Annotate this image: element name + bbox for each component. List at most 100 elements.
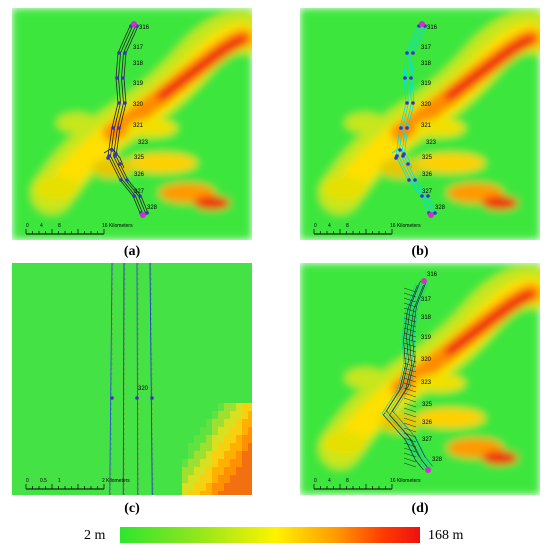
panel-label: (c) xyxy=(124,501,140,516)
station-label: 318 xyxy=(133,61,144,67)
scale-bar: 0 4 8 16 Kilometers xyxy=(313,478,421,490)
station-label: 327 xyxy=(422,437,433,443)
station-label: 316 xyxy=(427,25,438,31)
start-point-marker xyxy=(131,21,137,27)
node-marker xyxy=(123,51,127,55)
node-marker xyxy=(115,76,119,80)
route-lines xyxy=(391,21,437,218)
node-marker xyxy=(407,178,411,182)
station-label: 326 xyxy=(422,172,433,178)
scale-tick-label: 0 xyxy=(314,478,317,484)
station-label: 328 xyxy=(432,457,443,463)
node-marker xyxy=(132,194,136,198)
end-point-marker xyxy=(428,212,434,218)
station-label: 323 xyxy=(421,380,432,386)
end-point-marker xyxy=(140,212,146,218)
panel-label: (d) xyxy=(411,501,429,516)
map-panel-a: 316 317 318 319 320 321 323 325 326 327 328 0 4 8 16 K… xyxy=(12,8,252,240)
station-label: 319 xyxy=(421,81,432,87)
station-label: 321 xyxy=(421,123,432,129)
station-label: 321 xyxy=(133,123,144,129)
end-point-marker xyxy=(425,467,431,473)
legend-color-bar xyxy=(120,527,420,543)
node-marker xyxy=(433,211,437,215)
route-lines xyxy=(103,21,149,218)
scale-bar: 0 0.5 1 2 Kilometers xyxy=(25,478,130,490)
scale-tick-label: 4 xyxy=(328,223,331,229)
scale-tick-label: 1 xyxy=(58,478,61,484)
node-marker xyxy=(411,51,415,55)
station-label: 328 xyxy=(435,205,446,211)
node-marker xyxy=(145,211,149,215)
station-labels: 316 317 318 319 320 321 323 325 326 327 328 xyxy=(421,25,446,211)
node-marker xyxy=(110,396,114,400)
node-marker xyxy=(150,396,154,400)
station-label: 325 xyxy=(422,155,433,161)
node-marker xyxy=(111,126,115,130)
scale-tick-label: 4 xyxy=(40,223,43,229)
scale-tick-label: 0.5 xyxy=(40,478,47,484)
station-label: 316 xyxy=(427,272,438,278)
start-point-marker xyxy=(421,278,427,284)
panel-label: (a) xyxy=(123,244,141,259)
node-marker xyxy=(138,194,142,198)
elevation-legend: 2 m 168 m xyxy=(0,525,548,550)
map-panel-b: 316 317 318 319 320 321 323 325 326 327 328 0 4 8 16 K… xyxy=(300,8,540,240)
start-point-marker xyxy=(419,21,425,27)
station-label: 323 xyxy=(138,140,149,146)
node-marker xyxy=(135,396,139,400)
terrain xyxy=(12,263,252,495)
scale-tick-label: 8 xyxy=(58,223,61,229)
node-marker xyxy=(411,101,415,105)
station-label: 319 xyxy=(133,81,144,87)
scale-tick-label: 8 xyxy=(346,478,349,484)
terrain xyxy=(300,8,540,240)
node-marker xyxy=(413,178,417,182)
node-marker xyxy=(405,51,409,55)
node-marker xyxy=(117,126,121,130)
panel-label: (b) xyxy=(411,244,429,259)
station-label: 320 xyxy=(133,102,144,108)
station-label: 323 xyxy=(426,140,437,146)
node-marker xyxy=(399,126,403,130)
station-label: 328 xyxy=(147,205,158,211)
station-label: 316 xyxy=(139,25,150,31)
station-label: 327 xyxy=(422,189,433,195)
station-labels: 316 317 318 319 320 321 323 325 326 327 328 xyxy=(133,25,158,211)
node-marker xyxy=(409,76,413,80)
station-labels: 316 317 318 319 320 323 325 326 327 328 xyxy=(421,272,443,463)
node-marker xyxy=(119,178,123,182)
node-marker xyxy=(405,126,409,130)
scale-bar: 0 4 8 16 Kilometers xyxy=(313,223,421,235)
scale-tick-label: 4 xyxy=(328,478,331,484)
station-label: 320 xyxy=(421,357,432,363)
station-label: 317 xyxy=(421,297,432,303)
legend-min-label: 2 m xyxy=(84,528,106,543)
scale-end-label: 16 Kilometers xyxy=(102,223,133,229)
scale-bar: 0 4 8 16 Kilometers xyxy=(25,223,133,235)
node-marker xyxy=(121,76,125,80)
scale-tick-label: 0 xyxy=(26,478,29,484)
map-panel-c: 320 0 0.5 1 2 Kilometers xyxy=(12,263,252,495)
route-lines xyxy=(109,263,154,495)
node-marker xyxy=(420,194,424,198)
node-marker xyxy=(117,101,121,105)
legend-max-label: 168 m xyxy=(428,528,464,543)
route-lines xyxy=(381,278,435,473)
scale-tick-label: 0 xyxy=(314,223,317,229)
node-marker xyxy=(426,194,430,198)
station-label: 325 xyxy=(422,402,433,408)
station-label: 325 xyxy=(134,155,145,161)
scale-end-label: 16 Kilometers xyxy=(390,223,421,229)
scale-tick-label: 8 xyxy=(346,223,349,229)
station-label: 317 xyxy=(133,45,144,51)
station-label: 317 xyxy=(421,45,432,51)
station-label: 318 xyxy=(421,315,432,321)
station-label: 326 xyxy=(422,420,433,426)
station-label: 327 xyxy=(134,189,145,195)
node-marker xyxy=(123,101,127,105)
scale-end-label: 2 Kilometers xyxy=(102,478,130,484)
terrain xyxy=(12,8,252,240)
scale-tick-label: 0 xyxy=(26,223,29,229)
scale-end-label: 16 Kilometers xyxy=(390,478,421,484)
